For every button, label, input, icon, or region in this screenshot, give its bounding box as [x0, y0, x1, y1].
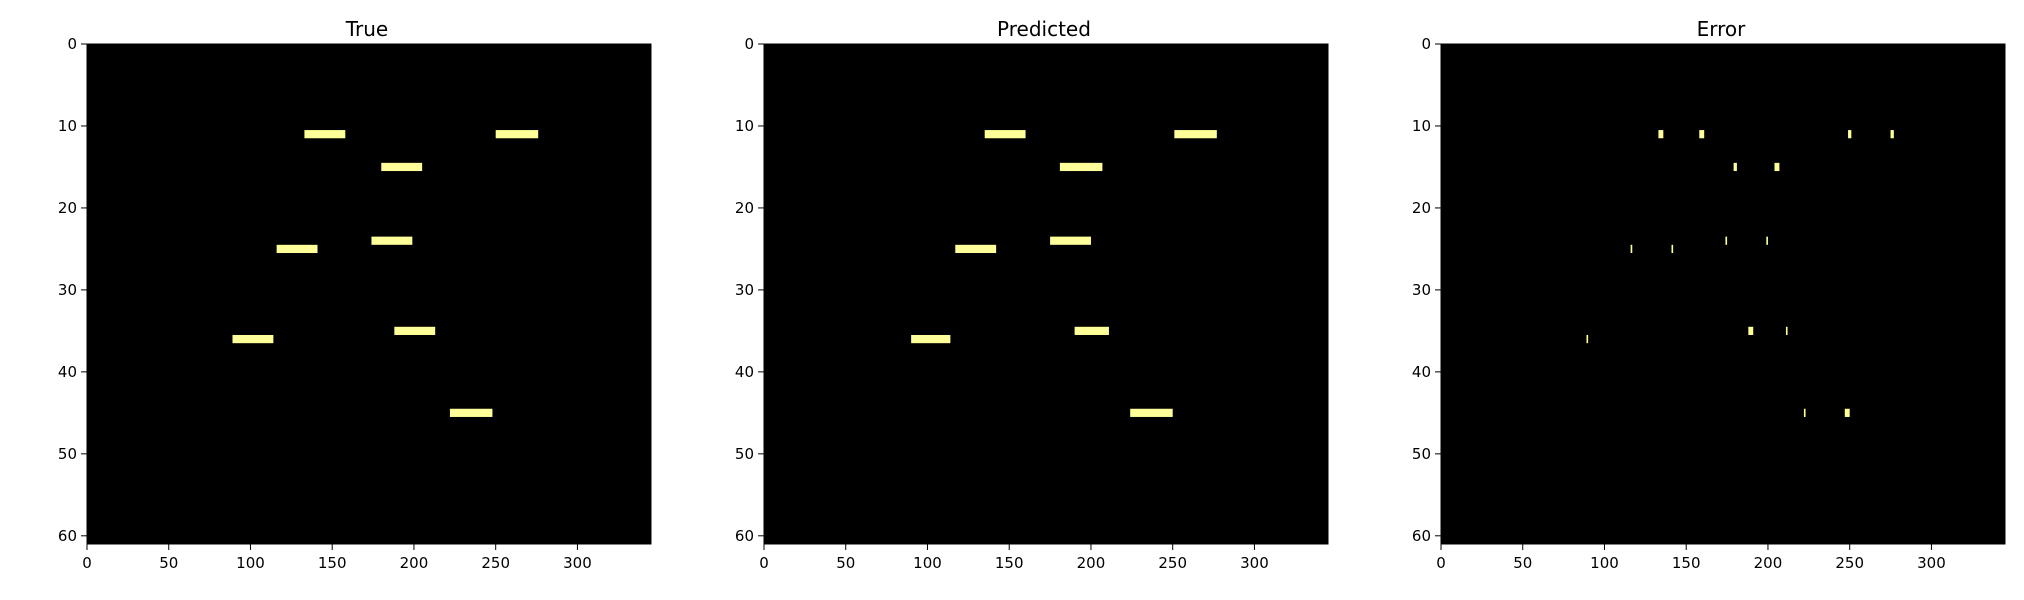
heatmap-cell	[371, 236, 413, 245]
heatmap-cell	[984, 130, 1026, 139]
heatmap-cell	[232, 334, 274, 344]
x-tick-label: 250	[1158, 554, 1187, 572]
heatmap-cell	[1890, 130, 1894, 139]
x-tick-label: 100	[913, 554, 942, 572]
subplot-true: True 0 50 100 150 200 250 300 0 10 20 30 40 50 60	[58, 17, 652, 572]
y-tick-label: 60	[735, 527, 754, 545]
x-tick-label: 300	[563, 554, 592, 572]
heatmap-cell	[276, 244, 318, 254]
x-tick-label: 50	[836, 554, 855, 572]
heatmap-cell	[1803, 408, 1806, 417]
y-tick-label: 0	[1421, 35, 1431, 53]
y-tick-label: 10	[58, 117, 77, 135]
heatmap-cell	[449, 408, 493, 417]
x-tick-label: 100	[1590, 554, 1619, 572]
heatmap-cell	[304, 130, 346, 139]
heatmap-cell	[1059, 162, 1103, 172]
subplot-error: Error 0 50 100 150 200 250 300 0 10 20 30 40 50 60	[1412, 17, 2006, 572]
x-tick-label: 0	[759, 554, 769, 572]
x-tick-label: 50	[1513, 554, 1532, 572]
heatmap-cell	[394, 326, 436, 335]
y-tick-label: 20	[58, 199, 77, 217]
heatmap-cell	[1074, 326, 1109, 335]
heatmap-background	[764, 44, 1328, 544]
axes-frame	[86, 43, 652, 545]
heatmap-cell	[1586, 334, 1589, 344]
heatmap-cell	[1050, 236, 1091, 245]
heatmap-cell	[911, 334, 951, 344]
y-tick-label: 50	[58, 445, 77, 463]
heatmap-cell	[1630, 244, 1633, 254]
x-tick-label: 150	[1672, 554, 1701, 572]
y-tick-label: 30	[735, 281, 754, 299]
x-tick-label: 100	[236, 554, 265, 572]
y-tick-label: 40	[735, 363, 754, 381]
x-tick-label: 200	[1754, 554, 1783, 572]
heatmap-cell	[1174, 130, 1217, 139]
y-tick-label: 0	[67, 35, 77, 53]
heatmap-cell	[1785, 326, 1788, 335]
heatmap-cell	[1766, 236, 1768, 245]
y-tick-label: 0	[744, 35, 754, 53]
y-tick-label: 20	[1412, 199, 1431, 217]
x-tick-label: 150	[318, 554, 347, 572]
x-tick-label: 50	[159, 554, 178, 572]
heatmap-background	[87, 44, 651, 544]
y-tick-label: 30	[58, 281, 77, 299]
heatmap-cell	[1844, 408, 1850, 417]
heatmap-cell	[1658, 130, 1664, 139]
heatmap-cell	[1725, 236, 1728, 245]
heatmap-cell	[1774, 162, 1780, 172]
y-tick-label: 40	[1412, 363, 1431, 381]
y-tick-label: 10	[1412, 117, 1431, 135]
heatmap-background	[1441, 44, 2005, 544]
subplot-title: True	[345, 17, 388, 41]
heatmap-cell	[381, 162, 423, 172]
y-tick-label: 40	[58, 363, 77, 381]
y-tick-label: 20	[735, 199, 754, 217]
heatmap-cell	[1130, 408, 1173, 417]
heatmap-cell	[1748, 326, 1754, 335]
y-tick-label: 50	[735, 445, 754, 463]
x-tick-label: 250	[481, 554, 510, 572]
x-tick-label: 250	[1835, 554, 1864, 572]
axes-frame	[1440, 43, 2006, 545]
x-tick-label: 300	[1240, 554, 1269, 572]
x-tick-label: 200	[400, 554, 429, 572]
heatmap-cell	[1733, 162, 1737, 172]
y-tick-label: 30	[1412, 281, 1431, 299]
x-tick-label: 200	[1077, 554, 1106, 572]
y-tick-label: 50	[1412, 445, 1431, 463]
heatmap-cell	[955, 244, 997, 254]
x-tick-label: 300	[1917, 554, 1946, 572]
subplot-title: Error	[1697, 17, 1747, 41]
y-tick-label: 60	[1412, 527, 1431, 545]
x-tick-label: 0	[82, 554, 92, 572]
heatmap-cell	[495, 130, 539, 139]
heatmap-cell	[1848, 130, 1852, 139]
subplot-title: Predicted	[997, 17, 1091, 41]
heatmap-cell	[1699, 130, 1705, 139]
y-tick-label: 10	[735, 117, 754, 135]
y-tick-label: 60	[58, 527, 77, 545]
heatmap-cell	[1671, 244, 1674, 254]
x-tick-label: 150	[995, 554, 1024, 572]
x-tick-label: 0	[1436, 554, 1446, 572]
subplot-predicted: Predicted 0 50 100 150 200 250 300 0 10 20 30 40 50 6…	[735, 17, 1329, 572]
axes-frame	[763, 43, 1329, 545]
